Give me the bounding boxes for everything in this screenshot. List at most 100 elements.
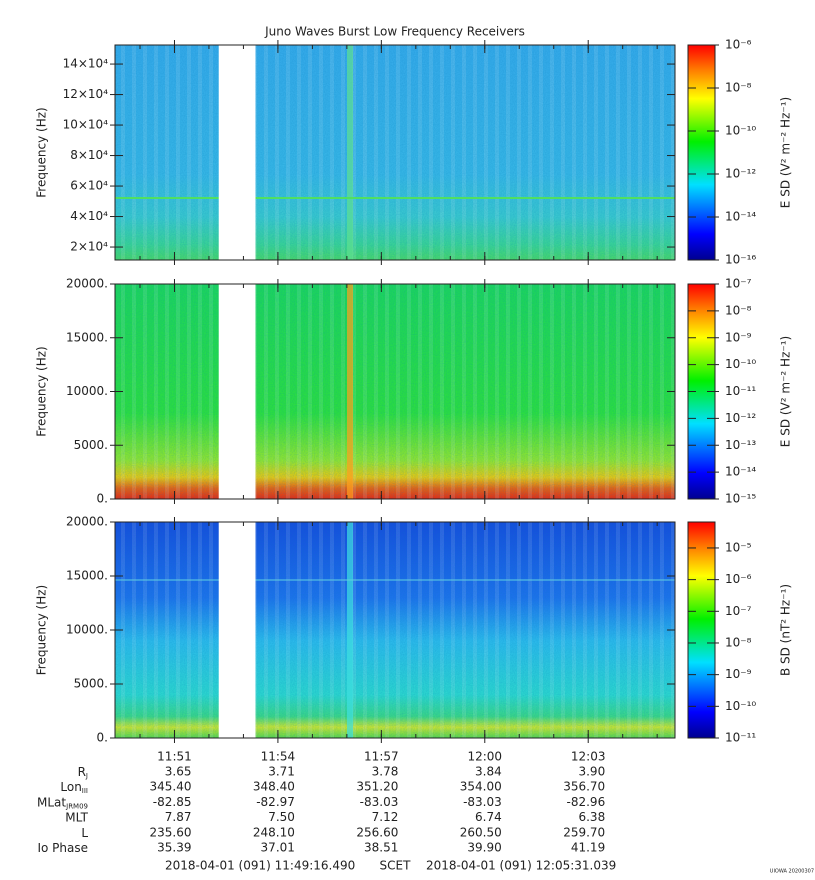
ephemeris-value: 6.74 bbox=[475, 810, 502, 824]
ephemeris-value: 354.00 bbox=[460, 780, 502, 794]
ephemeris-value: 37.01 bbox=[261, 841, 295, 855]
colorbar-label: B SD (nT² Hz⁻¹) bbox=[779, 584, 793, 676]
data-gap bbox=[218, 44, 256, 261]
ephemeris-value: 3.90 bbox=[578, 765, 605, 779]
y-tick-label: 8×10⁴ bbox=[70, 148, 108, 162]
ephemeris-label: Io Phase bbox=[37, 841, 88, 855]
ephemeris-label-text: R bbox=[78, 765, 86, 779]
ephemeris-value: 248.10 bbox=[253, 825, 295, 839]
ephemeris-label-text: MLat bbox=[37, 795, 66, 809]
ephemeris-label: MLT bbox=[65, 810, 88, 824]
y-tick-label: 20000. bbox=[66, 277, 108, 291]
burst-feature bbox=[347, 284, 353, 499]
ephemeris-value: 3.71 bbox=[268, 765, 295, 779]
y-tick-label: 4×10⁴ bbox=[70, 209, 108, 223]
ephemeris-label: LonIII bbox=[60, 780, 88, 796]
ephemeris-label-sub: JRM09 bbox=[65, 802, 88, 810]
ephemeris-value: 39.90 bbox=[467, 841, 501, 855]
ephemeris-value: 6.38 bbox=[578, 810, 605, 824]
ephemeris-value: -82.96 bbox=[567, 795, 606, 809]
colorbar-tick-label: 10⁻⁹ bbox=[725, 667, 752, 681]
footer-end: 2018-04-01 (091) 12:05:31.039 bbox=[426, 859, 616, 873]
y-axis-label: Frequency (Hz) bbox=[35, 346, 49, 437]
colorbar-tick-label: 10⁻¹² bbox=[725, 167, 756, 181]
ephemeris-label: L bbox=[81, 825, 88, 839]
colorbar-tick-label: 10⁻¹⁶ bbox=[725, 253, 756, 267]
colorbar-tick-label: 10⁻¹⁰ bbox=[725, 357, 756, 371]
colorbar-tick-label: 10⁻⁸ bbox=[725, 303, 752, 317]
spectrogram-grain bbox=[115, 284, 675, 499]
y-tick-label: 6×10⁴ bbox=[70, 179, 108, 193]
x-tick-label: 12:03 bbox=[571, 750, 606, 764]
colorbar-tick-label: 10⁻¹⁵ bbox=[725, 492, 756, 506]
colorbar-tick-label: 10⁻¹³ bbox=[725, 438, 756, 452]
data-gap bbox=[218, 521, 256, 739]
footer-start: 2018-04-01 (091) 11:49:16.490 bbox=[165, 859, 355, 873]
spectrogram-grain bbox=[115, 45, 675, 260]
ephemeris-label: RJ bbox=[78, 765, 88, 781]
y-tick-label: 0. bbox=[97, 731, 108, 745]
ephemeris-value: 3.84 bbox=[475, 765, 502, 779]
footer-mid: SCET bbox=[380, 859, 412, 873]
plot-frame bbox=[114, 44, 676, 261]
y-tick-label: 10×10⁴ bbox=[63, 118, 109, 132]
ephemeris-value: 3.65 bbox=[165, 765, 192, 779]
ephemeris-value: -83.03 bbox=[463, 795, 502, 809]
colorbar bbox=[687, 44, 716, 261]
colorbar-tick-label: 10⁻⁹ bbox=[725, 330, 752, 344]
colorbar-tick-label: 10⁻⁷ bbox=[725, 604, 752, 618]
ephemeris-value: 35.39 bbox=[157, 841, 191, 855]
ephemeris-value: -82.85 bbox=[153, 795, 192, 809]
burst-feature bbox=[347, 522, 353, 738]
colorbar-tick-label: 10⁻¹⁰ bbox=[725, 699, 756, 713]
colorbar-tick-label: 10⁻¹¹ bbox=[725, 384, 756, 398]
y-tick-label: 0. bbox=[97, 492, 108, 506]
ephemeris-value: 256.60 bbox=[356, 825, 398, 839]
y-axis-label: Frequency (Hz) bbox=[35, 107, 49, 198]
y-axis-label: Frequency (Hz) bbox=[35, 585, 49, 676]
burst-feature bbox=[347, 45, 353, 260]
x-tick-label: 11:54 bbox=[261, 750, 296, 764]
colorbar-label: E SD (V² m⁻² Hz⁻¹) bbox=[779, 336, 793, 447]
ephemeris-value: 38.51 bbox=[364, 841, 398, 855]
ephemeris-value: 345.40 bbox=[149, 780, 191, 794]
colorbar-tick-label: 10⁻⁵ bbox=[725, 540, 752, 554]
y-tick-label: 20000. bbox=[66, 515, 108, 529]
y-tick-label: 5000. bbox=[74, 677, 108, 691]
ephemeris-value: 356.70 bbox=[563, 780, 605, 794]
y-tick-label: 2×10⁴ bbox=[70, 240, 108, 254]
colorbar-tick-label: 10⁻¹¹ bbox=[725, 731, 756, 745]
ephemeris-value: 235.60 bbox=[149, 825, 191, 839]
colorbar-tick-label: 10⁻⁶ bbox=[725, 38, 752, 52]
ephemeris-value: 7.87 bbox=[165, 810, 192, 824]
ephemeris-value: -82.97 bbox=[256, 795, 295, 809]
data-gap bbox=[218, 283, 256, 500]
ephemeris-label-sub: J bbox=[85, 772, 88, 780]
ephemeris-value: -83.03 bbox=[360, 795, 399, 809]
y-tick-label: 10000. bbox=[66, 384, 108, 398]
ephemeris-label-text: MLT bbox=[65, 810, 88, 824]
chart-title: Juno Waves Burst Low Frequency Receivers bbox=[264, 25, 525, 39]
colorbar-label: E SD (V² m⁻² Hz⁻¹) bbox=[779, 97, 793, 208]
y-tick-label: 15000. bbox=[66, 569, 108, 583]
ephemeris-label-sub: III bbox=[82, 787, 88, 795]
ephemeris-label-text: Lon bbox=[60, 780, 81, 794]
colorbar-tick-label: 10⁻¹² bbox=[725, 411, 756, 425]
footer-stamp: UIOWA 20200307 bbox=[770, 869, 814, 875]
ephemeris-value: 351.20 bbox=[356, 780, 398, 794]
x-tick-label: 11:51 bbox=[157, 750, 192, 764]
colorbar-tick-label: 10⁻⁸ bbox=[725, 81, 752, 95]
x-tick-label: 11:57 bbox=[364, 750, 399, 764]
colorbar-tick-label: 10⁻⁶ bbox=[725, 572, 752, 586]
y-tick-label: 15000. bbox=[66, 330, 108, 344]
colorbar-tick-label: 10⁻¹⁴ bbox=[725, 210, 756, 224]
ephemeris-value: 7.12 bbox=[372, 810, 399, 824]
ephemeris-label-text: L bbox=[81, 825, 88, 839]
y-tick-label: 12×10⁴ bbox=[63, 87, 109, 101]
colorbar-tick-label: 10⁻¹⁰ bbox=[725, 124, 756, 138]
ephemeris-label-text: Io Phase bbox=[37, 841, 88, 855]
x-tick-label: 12:00 bbox=[467, 750, 502, 764]
spectrogram-grain bbox=[115, 522, 675, 738]
y-tick-label: 5000. bbox=[74, 438, 108, 452]
ephemeris-value: 259.70 bbox=[563, 825, 605, 839]
